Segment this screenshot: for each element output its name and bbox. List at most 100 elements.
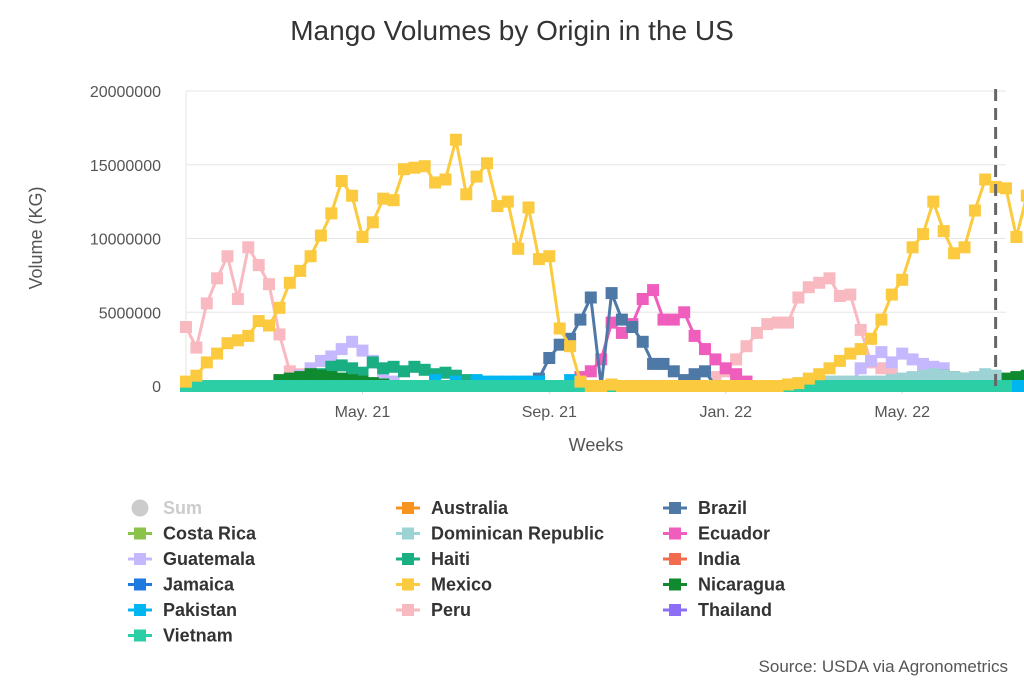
legend-symbol	[134, 604, 146, 616]
data-point	[335, 359, 348, 372]
data-point	[273, 380, 286, 392]
x-axis-ticks: May. 21 Sep. 21 Jan. 22 May. 22	[335, 386, 930, 421]
data-point	[647, 357, 660, 370]
data-point	[885, 288, 898, 301]
data-point	[968, 204, 981, 217]
data-point	[854, 380, 867, 392]
data-point	[543, 380, 556, 392]
data-point	[325, 360, 338, 373]
data-point	[917, 228, 929, 241]
legend-label: Jamaica	[163, 575, 235, 595]
data-point	[221, 250, 234, 263]
data-point	[927, 195, 940, 208]
data-point	[387, 360, 400, 373]
legend-symbol	[402, 604, 414, 616]
data-point	[470, 380, 483, 392]
data-point	[325, 380, 338, 392]
data-point	[647, 380, 660, 392]
legend-item-brazil: Brazil	[663, 498, 747, 518]
data-point	[408, 360, 421, 373]
data-point	[553, 380, 566, 392]
legend-item-mexico: Mexico	[396, 575, 492, 595]
data-point	[398, 365, 410, 378]
data-point	[553, 322, 566, 335]
data-point	[429, 380, 442, 392]
data-point	[263, 319, 275, 332]
data-point	[180, 375, 192, 388]
data-point	[574, 375, 587, 388]
data-point	[439, 173, 452, 186]
data-point	[470, 170, 483, 183]
data-point	[377, 192, 390, 205]
legend-item-sum: Sum	[131, 498, 202, 518]
data-point	[636, 380, 649, 392]
legend-item-nicaragua: Nicaragua	[663, 575, 786, 595]
data-point	[584, 291, 597, 304]
data-point	[719, 380, 732, 392]
x-tick-label: May. 21	[335, 404, 391, 421]
data-point	[771, 316, 784, 329]
data-point	[398, 380, 410, 392]
data-point	[377, 362, 390, 375]
data-point	[366, 380, 379, 392]
data-point	[730, 353, 743, 366]
data-point	[418, 160, 431, 173]
legend-item-australia: Australia	[396, 498, 509, 518]
data-point	[398, 163, 410, 176]
legend-item-dominican-republic: Dominican Republic	[396, 524, 604, 544]
data-point	[678, 380, 691, 392]
data-point	[252, 380, 265, 392]
y-axis-ticks: 0 5000000 10000000 15000000 20000000	[90, 84, 161, 396]
data-point	[854, 323, 867, 336]
data-point	[854, 343, 867, 356]
data-point	[481, 157, 493, 170]
data-point	[813, 368, 826, 381]
data-point	[211, 380, 224, 392]
data-point	[294, 380, 307, 392]
legend-label: Thailand	[698, 600, 772, 620]
data-point	[792, 377, 805, 390]
data-point	[231, 293, 244, 305]
data-point	[750, 326, 763, 339]
data-point	[180, 321, 192, 333]
data-point	[252, 259, 265, 272]
data-point	[574, 313, 587, 326]
legend-item-vietnam: Vietnam	[128, 626, 233, 646]
data-point	[782, 378, 794, 391]
data-point	[294, 264, 307, 277]
legend-label: Australia	[431, 498, 509, 518]
data-point	[460, 380, 473, 392]
legend-symbol	[669, 604, 681, 616]
data-point	[833, 290, 846, 302]
data-point	[522, 380, 535, 392]
data-point	[813, 276, 826, 289]
data-point	[304, 250, 317, 263]
data-point	[200, 356, 213, 369]
data-point	[917, 380, 929, 392]
data-point	[346, 335, 359, 348]
legend-item-guatemala: Guatemala	[128, 549, 256, 569]
data-point	[190, 369, 203, 382]
data-point	[917, 369, 929, 382]
data-point	[449, 133, 462, 146]
data-point	[792, 291, 805, 304]
legend-symbol	[402, 553, 414, 565]
data-point	[730, 380, 743, 392]
data-point	[626, 380, 639, 392]
data-point	[356, 231, 369, 243]
data-point	[439, 380, 452, 392]
data-point	[200, 380, 213, 392]
data-point	[335, 380, 348, 392]
data-point	[948, 380, 961, 392]
data-point	[512, 380, 525, 392]
data-point	[221, 337, 234, 350]
data-point	[615, 313, 628, 326]
series-mexico	[180, 133, 1024, 392]
data-point	[418, 363, 431, 376]
data-point	[242, 241, 255, 254]
legend-label: Peru	[431, 600, 471, 620]
data-point	[937, 369, 950, 382]
data-point	[958, 380, 971, 392]
data-point	[626, 321, 639, 333]
